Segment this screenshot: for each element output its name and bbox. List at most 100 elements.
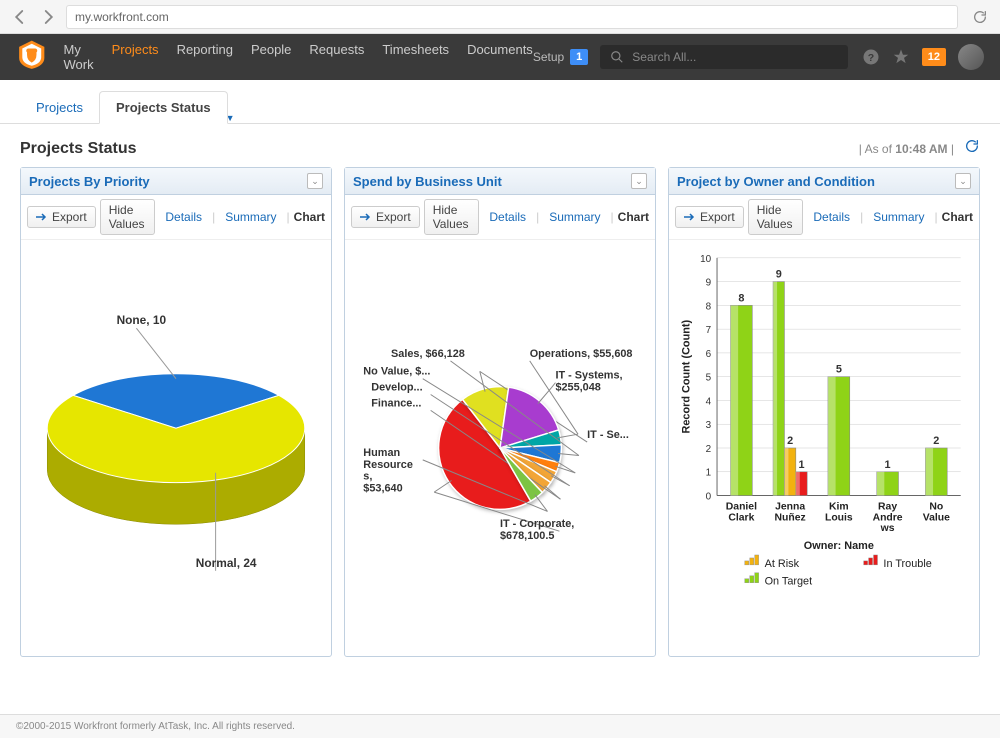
spend-pie-chart: IT - Corporate,$678,100.5IT - Se...IT - … — [345, 240, 655, 656]
tab-projects[interactable]: Projects — [20, 92, 99, 123]
panel1-details-link[interactable]: Details — [159, 207, 208, 227]
url-bar[interactable]: my.workfront.com — [66, 5, 958, 29]
svg-text:On Target: On Target — [765, 576, 813, 588]
page-refresh-icon[interactable] — [964, 138, 980, 159]
panel2-body: IT - Corporate,$678,100.5IT - Se...IT - … — [345, 240, 655, 656]
panel2-summary-link[interactable]: Summary — [543, 207, 606, 227]
nav-projects[interactable]: Projects — [112, 42, 159, 72]
svg-text:$678,100.5: $678,100.5 — [500, 530, 554, 542]
svg-text:Jenna: Jenna — [775, 501, 805, 512]
help-icon[interactable]: ? — [862, 48, 880, 66]
page-title: Projects Status — [20, 140, 136, 158]
svg-text:Nuñez: Nuñez — [775, 512, 806, 523]
back-button[interactable] — [10, 7, 30, 27]
panel2-export-button[interactable]: Export — [351, 206, 420, 228]
svg-text:3: 3 — [706, 420, 712, 431]
app-header: My Work Projects Reporting People Reques… — [0, 34, 1000, 80]
svg-text:ws: ws — [880, 523, 895, 534]
svg-text:No: No — [929, 501, 943, 512]
panels: Projects By Priority ⌄ Export Hide Value… — [20, 167, 980, 657]
page-title-row: Projects Status | As of 10:48 AM | — [20, 138, 980, 159]
panel1-export-button[interactable]: Export — [27, 206, 96, 228]
svg-text:4: 4 — [706, 396, 712, 407]
panel1-header: Projects By Priority ⌄ — [21, 168, 331, 195]
workfront-logo[interactable] — [16, 39, 48, 75]
svg-text:$255,048: $255,048 — [555, 382, 600, 394]
star-icon[interactable] — [892, 48, 910, 66]
nav-people[interactable]: People — [251, 42, 291, 72]
svg-text:Ray: Ray — [878, 501, 897, 512]
search-icon — [610, 50, 624, 64]
panel3-hide-values-button[interactable]: Hide Values — [748, 199, 804, 235]
svg-text:9: 9 — [776, 269, 782, 281]
forward-button[interactable] — [38, 7, 58, 27]
panel-spend-by-business-unit: Spend by Business Unit ⌄ Export Hide Val… — [344, 167, 656, 657]
url-text: my.workfront.com — [75, 10, 169, 24]
panel-projects-by-priority: Projects By Priority ⌄ Export Hide Value… — [20, 167, 332, 657]
svg-text:IT - Corporate,: IT - Corporate, — [500, 518, 574, 530]
svg-text:Value: Value — [923, 512, 950, 523]
panel1-collapse-icon[interactable]: ⌄ — [307, 173, 323, 189]
svg-text:In Trouble: In Trouble — [883, 558, 931, 570]
svg-text:Owner: Name: Owner: Name — [804, 540, 874, 552]
notification-badge[interactable]: 12 — [922, 48, 946, 66]
avatar[interactable] — [958, 44, 984, 70]
search-input[interactable]: Search All... — [600, 45, 847, 69]
svg-text:?: ? — [868, 52, 874, 64]
panel2-chart-tab[interactable]: Chart — [618, 210, 649, 224]
svg-text:$53,640: $53,640 — [363, 483, 402, 495]
panel1-body: None, 10Normal, 24 — [21, 240, 331, 656]
svg-text:1: 1 — [885, 459, 891, 471]
panel1-chart-tab[interactable]: Chart — [294, 210, 325, 224]
svg-text:Sales, $66,128: Sales, $66,128 — [391, 348, 465, 360]
nav-reporting[interactable]: Reporting — [177, 42, 233, 72]
top-nav: My Work Projects Reporting People Reques… — [64, 42, 533, 72]
owner-condition-bar-chart: 0123456789108DanielClark921JennaNuñez5Ki… — [669, 240, 979, 656]
panel3-export-button[interactable]: Export — [675, 206, 744, 228]
panel2-collapse-icon[interactable]: ⌄ — [631, 173, 647, 189]
tab-projects-status[interactable]: Projects Status — [99, 91, 228, 124]
panel3-header: Project by Owner and Condition ⌄ — [669, 168, 979, 195]
nav-documents[interactable]: Documents — [467, 42, 533, 72]
panel1-toolbar: Export Hide Values Details | Summary | C… — [21, 195, 331, 240]
svg-text:Andre: Andre — [873, 512, 903, 523]
svg-text:Develop...: Develop... — [371, 382, 422, 394]
panel3-title: Project by Owner and Condition — [677, 174, 875, 189]
panel1-hide-values-button[interactable]: Hide Values — [100, 199, 156, 235]
svg-text:Finance...: Finance... — [371, 397, 421, 409]
setup-badge: 1 — [570, 49, 588, 65]
svg-text:Daniel: Daniel — [726, 501, 757, 512]
nav-requests[interactable]: Requests — [309, 42, 364, 72]
browser-refresh-icon[interactable] — [970, 7, 990, 27]
page-tabs: Projects Projects Status ▼ — [0, 80, 1000, 124]
panel3-collapse-icon[interactable]: ⌄ — [955, 173, 971, 189]
svg-text:None, 10: None, 10 — [117, 313, 167, 327]
panel1-summary-link[interactable]: Summary — [219, 207, 282, 227]
nav-timesheets[interactable]: Timesheets — [382, 42, 449, 72]
setup-link[interactable]: Setup 1 — [533, 49, 588, 65]
panel2-details-link[interactable]: Details — [483, 207, 532, 227]
svg-text:1: 1 — [798, 459, 804, 471]
panel3-chart-tab[interactable]: Chart — [942, 210, 973, 224]
page-body: Projects Status | As of 10:48 AM | Proje… — [0, 124, 1000, 671]
svg-text:9: 9 — [706, 278, 712, 289]
as-of-time: | As of 10:48 AM | — [859, 142, 954, 156]
panel3-details-link[interactable]: Details — [807, 207, 856, 227]
search-placeholder: Search All... — [632, 50, 696, 64]
panel2-title: Spend by Business Unit — [353, 174, 502, 189]
setup-label: Setup — [533, 50, 564, 64]
footer-text: ©2000-2015 Workfront formerly AtTask, In… — [16, 721, 295, 732]
nav-my-work[interactable]: My Work — [64, 42, 94, 72]
svg-text:Operations, $55,608: Operations, $55,608 — [530, 348, 633, 360]
svg-text:10: 10 — [700, 254, 712, 265]
footer: ©2000-2015 Workfront formerly AtTask, In… — [0, 714, 1000, 738]
svg-text:Human: Human — [363, 447, 400, 459]
panel2-hide-values-button[interactable]: Hide Values — [424, 199, 480, 235]
priority-pie-chart: None, 10Normal, 24 — [21, 240, 331, 656]
svg-text:1: 1 — [706, 468, 712, 479]
panel3-toolbar: Export Hide Values Details | Summary | C… — [669, 195, 979, 240]
svg-text:5: 5 — [836, 364, 842, 376]
panel1-title: Projects By Priority — [29, 174, 150, 189]
svg-text:Resource: Resource — [363, 459, 413, 471]
panel3-summary-link[interactable]: Summary — [867, 207, 930, 227]
